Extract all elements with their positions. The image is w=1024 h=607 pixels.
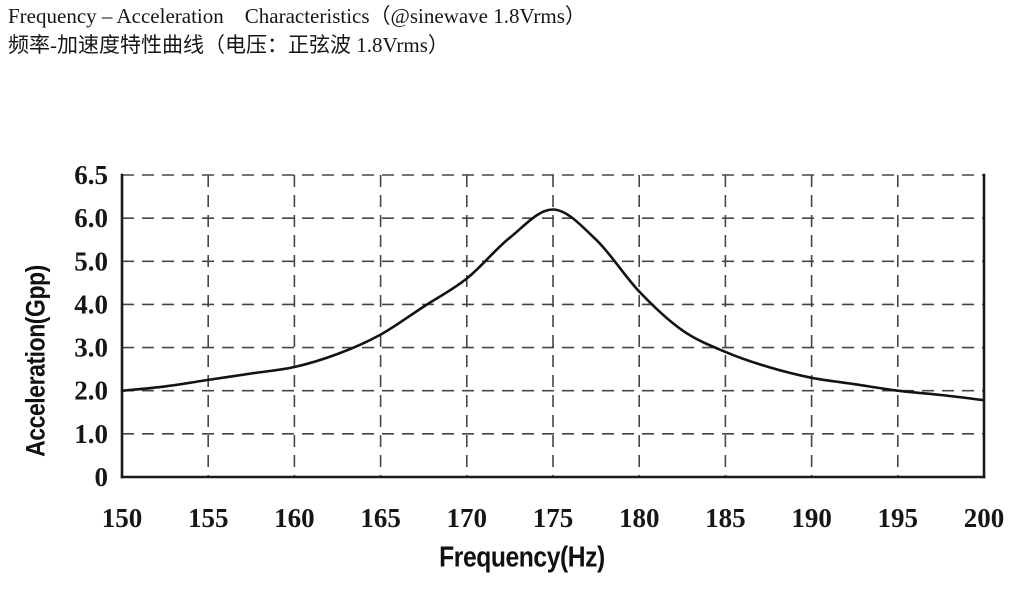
x-tick-label: 170 xyxy=(447,503,488,533)
y-tick-label: 5.0 xyxy=(74,246,108,276)
x-tick-label: 190 xyxy=(791,503,832,533)
page-title: Frequency – Acceleration Characteristics… xyxy=(8,4,586,28)
x-tick-label: 200 xyxy=(964,503,1005,533)
x-tick-label: 185 xyxy=(705,503,746,533)
x-tick-label: 195 xyxy=(878,503,919,533)
page-subtitle-chinese: 频率-加速度特性曲线（电压：正弦波 1.8Vrms） xyxy=(8,33,449,57)
y-axis-title: Acceleration(Gpp) xyxy=(20,265,51,457)
y-tick-label: 2.0 xyxy=(74,376,108,406)
x-tick-label: 160 xyxy=(274,503,315,533)
y-tick-label: 1.0 xyxy=(74,419,108,449)
x-tick-label: 155 xyxy=(188,503,229,533)
x-tick-label: 175 xyxy=(533,503,574,533)
x-axis-title: Frequency(Hz) xyxy=(439,541,605,574)
y-tick-label: 4.0 xyxy=(74,289,108,319)
x-tick-label: 180 xyxy=(619,503,660,533)
x-tick-label: 150 xyxy=(102,503,143,533)
y-tick-label: 6.0 xyxy=(74,203,108,233)
y-tick-label: 6.5 xyxy=(74,160,108,190)
x-tick-label: 165 xyxy=(360,503,401,533)
y-tick-label: 3.0 xyxy=(74,333,108,363)
acceleration-curve xyxy=(120,208,986,402)
y-tick-label: 0 xyxy=(95,462,109,492)
